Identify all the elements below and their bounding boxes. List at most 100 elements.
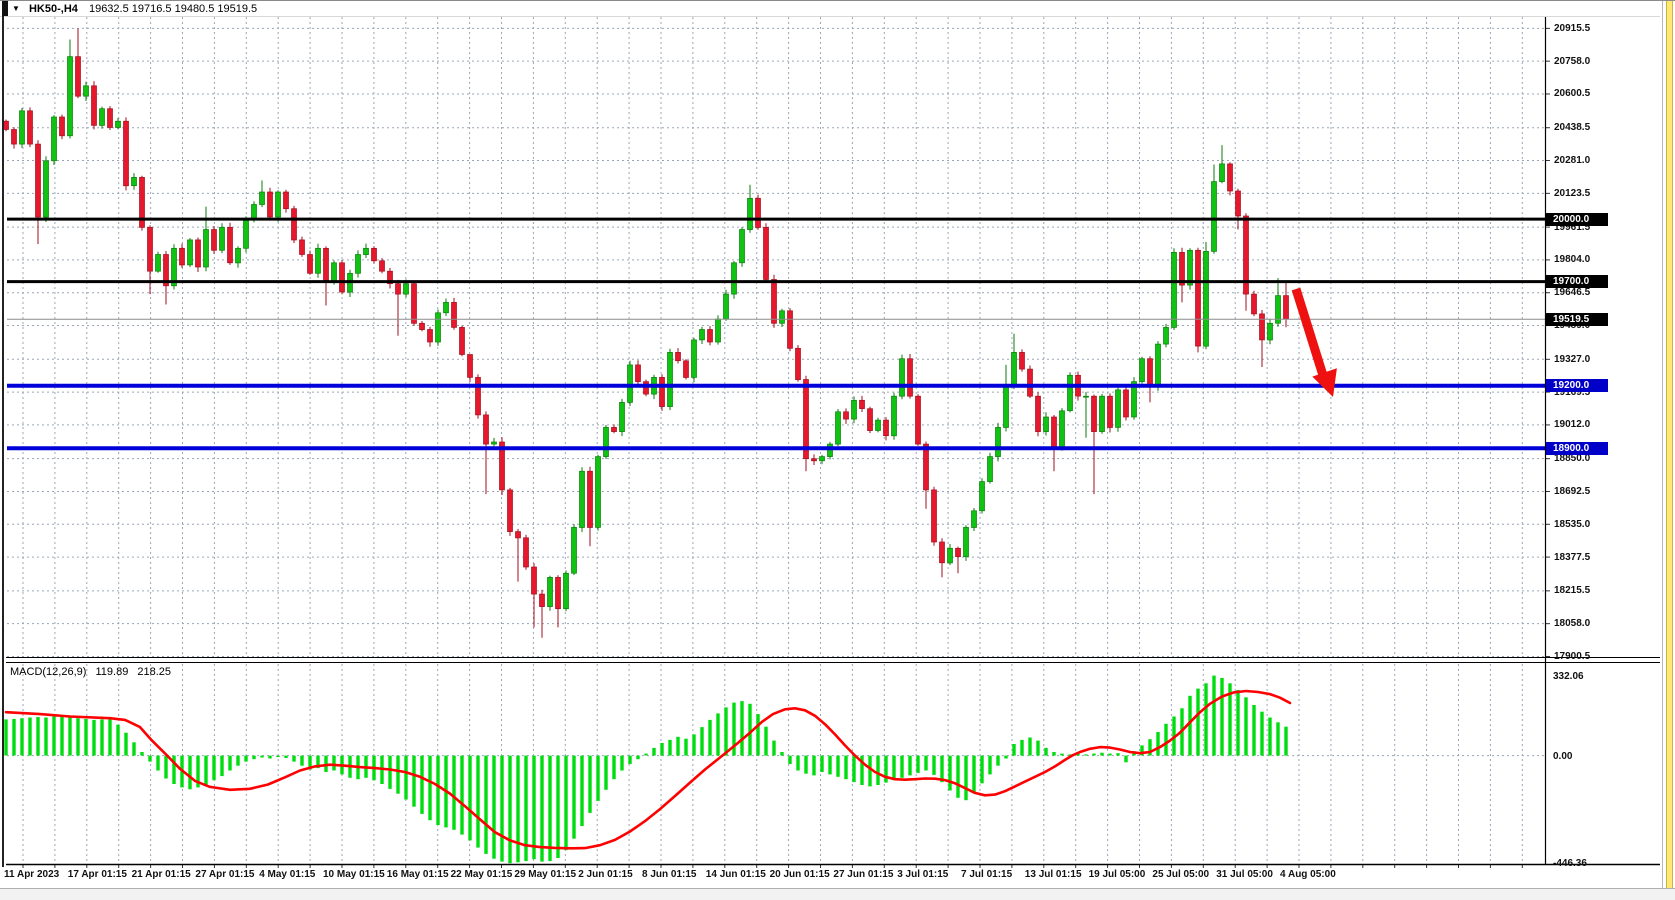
candle-body-bull	[187, 239, 193, 266]
macd-histogram-bar	[1044, 747, 1048, 756]
macd-histogram-bar	[892, 755, 896, 781]
candle-body-bear	[683, 360, 689, 378]
macd-histogram-bar	[636, 755, 640, 760]
window-bottom-strip	[0, 888, 1675, 900]
candle-body-bull	[979, 481, 985, 512]
candle-body-bear	[1027, 368, 1033, 397]
symbol-dropdown-icon[interactable]: ▼	[12, 4, 20, 13]
price-tick-label: 20281.0	[1554, 155, 1591, 167]
price-tick-label: 18215.5	[1554, 585, 1591, 597]
macd-histogram-bar	[916, 755, 920, 773]
candle-body-bear	[795, 347, 801, 380]
price-tick-label: 19012.0	[1554, 419, 1591, 431]
price-tick-label: 18377.5	[1554, 551, 1591, 563]
macd-histogram-bar	[1276, 722, 1280, 756]
candle-body-bull	[1139, 358, 1145, 382]
candle-body-bear	[771, 279, 777, 324]
candle-body-bear	[675, 352, 681, 362]
macd-histogram-bar	[1236, 690, 1240, 756]
candle-body-bull	[947, 547, 953, 564]
macd-histogram-bar	[620, 755, 624, 771]
macd-histogram-bar	[844, 755, 848, 780]
candle-body-bull	[571, 527, 577, 574]
macd-histogram-bar	[404, 755, 408, 800]
time-axis-label: 4 May 01:15	[259, 869, 316, 880]
candle-body-bull	[715, 318, 721, 343]
macd-histogram-bar	[20, 718, 24, 756]
macd-histogram-bar	[732, 702, 736, 756]
time-axis-label: 19 Jul 05:00	[1088, 869, 1146, 880]
macd-histogram-bar	[644, 753, 648, 756]
candle-body-bull	[627, 364, 633, 403]
macd-histogram-bar	[628, 755, 632, 764]
macd-histogram-bar	[1164, 723, 1168, 756]
candle-body-bull	[219, 227, 225, 251]
candle-body-bear	[755, 197, 761, 228]
macd-histogram-bar	[260, 755, 264, 758]
price-level-box-18900.0: 18900.0	[1546, 441, 1608, 455]
candle-body-bull	[443, 302, 449, 314]
macd-histogram-bar	[676, 736, 680, 756]
macd-histogram-bar	[804, 755, 808, 774]
macd-histogram-bar	[660, 743, 664, 756]
time-axis-label: 3 Jul 01:15	[897, 869, 949, 880]
candle-body-bear	[1259, 313, 1265, 341]
macd-histogram-bar	[580, 755, 584, 826]
candle-body-bull	[115, 120, 121, 128]
macd-histogram-bar	[188, 755, 192, 790]
candle-body-bull	[747, 197, 753, 230]
candle-body-bull	[835, 411, 841, 445]
macd-histogram-bar	[468, 755, 472, 841]
candle-body-bear	[395, 283, 401, 295]
candle-body-bear	[195, 239, 201, 268]
candle-body-bull	[619, 402, 625, 432]
candle-body-bull	[275, 191, 281, 218]
candle-body-bear	[59, 116, 65, 137]
candle-body-bull	[1083, 395, 1089, 398]
candle-body-bear	[163, 254, 169, 287]
window-right-strip	[1662, 0, 1675, 888]
candle-body-bear	[915, 395, 921, 445]
candle-body-bull	[1171, 252, 1177, 328]
macd-histogram-bar	[796, 755, 800, 771]
time-axis-label: 11 Apr 2023	[4, 869, 60, 880]
macd-histogram-bar	[124, 732, 128, 756]
candle-body-bear	[499, 441, 505, 491]
macd-histogram-bar	[980, 755, 984, 784]
candle-body-bull	[67, 56, 73, 137]
candle-body-bull	[203, 229, 209, 268]
chart-left-border	[2, 1, 4, 867]
macd-histogram-bar	[908, 755, 912, 776]
candle-body-bear	[883, 419, 889, 437]
candle-body-bull	[819, 456, 825, 462]
candle-body-bear	[515, 531, 521, 539]
candle-body-bull	[1275, 295, 1281, 324]
price-level-box-20000.0: 20000.0	[1546, 212, 1608, 226]
candle-body-bear	[955, 547, 961, 557]
right-scroll-strip[interactable]	[1666, 0, 1673, 888]
macd-axis-zero: 0.00	[1553, 750, 1573, 762]
candle-body-bear	[35, 143, 41, 218]
macd-histogram-bar	[28, 717, 32, 756]
macd-axis-min: -446.36	[1553, 858, 1587, 870]
macd-histogram-bar	[1100, 752, 1104, 756]
candle-body-bear	[419, 322, 425, 330]
macd-histogram-bar	[1228, 683, 1232, 756]
candle-body-bear	[91, 85, 97, 126]
macd-histogram-bar	[284, 755, 288, 758]
macd-histogram-bar	[988, 755, 992, 775]
candle-body-bear	[11, 129, 17, 145]
down-arrow-annotation-shaft[interactable]	[1291, 287, 1331, 387]
candle-body-bear	[459, 327, 465, 355]
time-axis-label: 25 Jul 05:00	[1152, 869, 1210, 880]
down-arrow-annotation-head[interactable]	[1312, 368, 1337, 397]
candle-body-bull	[1211, 181, 1217, 252]
macd-histogram-bar	[332, 755, 336, 771]
candle-body-bear	[75, 56, 81, 97]
candle-body-bull	[779, 310, 785, 324]
macd-histogram-bar	[484, 755, 488, 854]
macd-histogram-bar	[92, 719, 96, 756]
macd-histogram-bar	[292, 755, 296, 762]
